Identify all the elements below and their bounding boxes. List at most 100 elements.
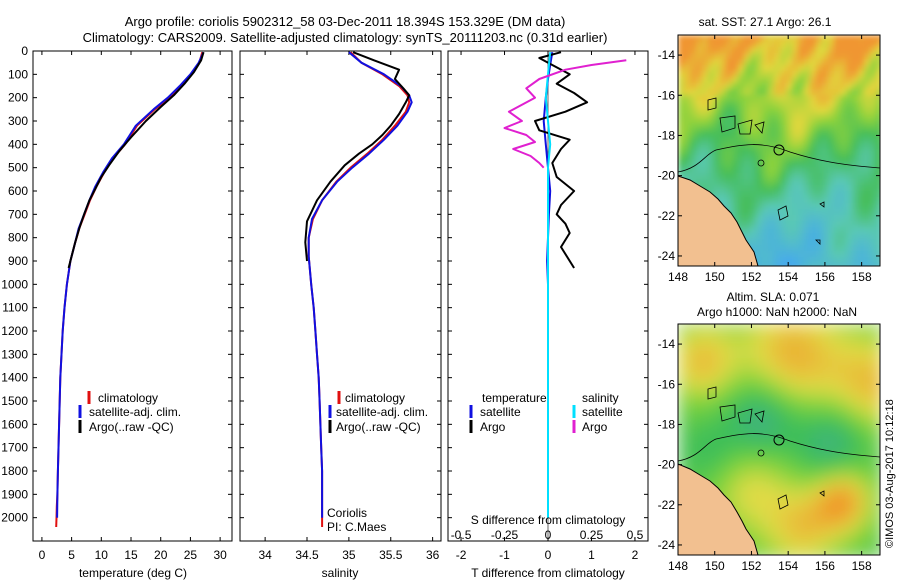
sla-cell xyxy=(690,408,697,415)
sla-cell xyxy=(690,438,697,445)
sst-cell xyxy=(786,221,793,228)
sla-cell xyxy=(786,504,793,511)
sla-cell xyxy=(846,528,853,535)
sst-cell xyxy=(840,155,847,162)
sla-cell xyxy=(864,546,871,553)
sla-cell xyxy=(822,402,829,409)
sst-cell xyxy=(720,173,727,180)
sst-cell xyxy=(852,239,859,246)
sla-cell xyxy=(774,522,781,529)
sla-cell xyxy=(828,372,835,379)
sla-cell xyxy=(720,474,727,481)
sst-cell xyxy=(684,65,691,72)
sla-cell xyxy=(822,330,829,337)
sst-cell xyxy=(756,71,763,78)
sla-cell xyxy=(876,426,880,433)
sla-cell xyxy=(828,426,835,433)
sst-cell xyxy=(858,257,865,264)
sst-cell xyxy=(870,173,877,180)
sla-cell xyxy=(816,336,823,343)
sst-cell xyxy=(846,137,853,144)
sla-cell xyxy=(774,474,781,481)
sst-cell xyxy=(792,41,799,48)
sst-cell xyxy=(762,203,769,210)
sla-cell xyxy=(792,522,799,529)
sst-cell xyxy=(780,47,787,54)
sst-cell xyxy=(738,149,745,156)
argo-position-marker xyxy=(773,434,785,446)
sla-cell xyxy=(690,372,697,379)
sst-cell xyxy=(714,77,721,84)
sst-cell xyxy=(834,131,841,138)
sst-cell xyxy=(774,71,781,78)
sst-cell xyxy=(822,77,829,84)
sla-cell xyxy=(828,522,835,529)
sst-cell xyxy=(792,221,799,228)
sst-cell xyxy=(750,167,757,174)
sst-cell xyxy=(750,65,757,72)
sla-cell xyxy=(762,486,769,493)
sst-cell xyxy=(738,59,745,66)
sst-cell xyxy=(828,185,835,192)
sla-cell xyxy=(876,474,880,481)
sst-cell xyxy=(840,167,847,174)
sla-cell xyxy=(828,378,835,385)
sst-cell xyxy=(798,197,805,204)
difference-s-x-label: S difference from climatology xyxy=(471,513,626,527)
legend-satellite-label: satellite-adj. clim. xyxy=(336,405,428,419)
sla-cell xyxy=(810,522,817,529)
sst-cell xyxy=(696,173,703,180)
sst-cell xyxy=(768,59,775,66)
difference-profile-s-satellite-line xyxy=(544,52,552,518)
sst-cell xyxy=(684,53,691,60)
sla-cell xyxy=(714,384,721,391)
sla-cell xyxy=(828,444,835,451)
sla-cell xyxy=(798,540,805,547)
sla-cell xyxy=(792,378,799,385)
sst-cell xyxy=(828,215,835,222)
sla-cell xyxy=(810,516,817,523)
sla-cell xyxy=(846,348,853,355)
sla-cell xyxy=(756,378,763,385)
sst-cell xyxy=(684,113,691,120)
sst-cell xyxy=(816,47,823,54)
sla-cell xyxy=(720,396,727,403)
sla-cell xyxy=(858,384,865,391)
sst-cell xyxy=(744,101,751,108)
sst-cell xyxy=(810,83,817,90)
sst-cell xyxy=(792,203,799,210)
sla-cell xyxy=(750,414,757,421)
sla-cell xyxy=(732,330,739,337)
sla-cell xyxy=(762,468,769,475)
sst-cell xyxy=(768,107,775,114)
sst-cell xyxy=(786,149,793,156)
sst-cell xyxy=(876,101,880,108)
sla-cell xyxy=(690,414,697,421)
sst-cell xyxy=(864,113,871,120)
sla-cell xyxy=(720,480,727,487)
sst-cell xyxy=(822,245,829,252)
sla-cell xyxy=(768,354,775,361)
sla-cell xyxy=(840,342,847,349)
sla-cell xyxy=(852,552,859,555)
sst-cell xyxy=(804,233,811,240)
sla-cell xyxy=(738,462,745,469)
sla-cell xyxy=(834,366,841,373)
sla-cell xyxy=(846,354,853,361)
sla-cell xyxy=(840,324,847,331)
sst-cell xyxy=(804,137,811,144)
sla-cell xyxy=(846,324,853,331)
sla-cell xyxy=(750,336,757,343)
sst-cell xyxy=(876,251,880,258)
sla-cell xyxy=(870,336,877,343)
sst-cell xyxy=(708,119,715,126)
sla-cell xyxy=(870,390,877,397)
sst-cell xyxy=(774,263,781,266)
sla-cell xyxy=(756,420,763,427)
sst-cell xyxy=(798,131,805,138)
sst-cell xyxy=(846,47,853,54)
sst-cell xyxy=(834,209,841,216)
sla-cell xyxy=(822,396,829,403)
sst-cell xyxy=(720,89,727,96)
sla-cell xyxy=(780,372,787,379)
